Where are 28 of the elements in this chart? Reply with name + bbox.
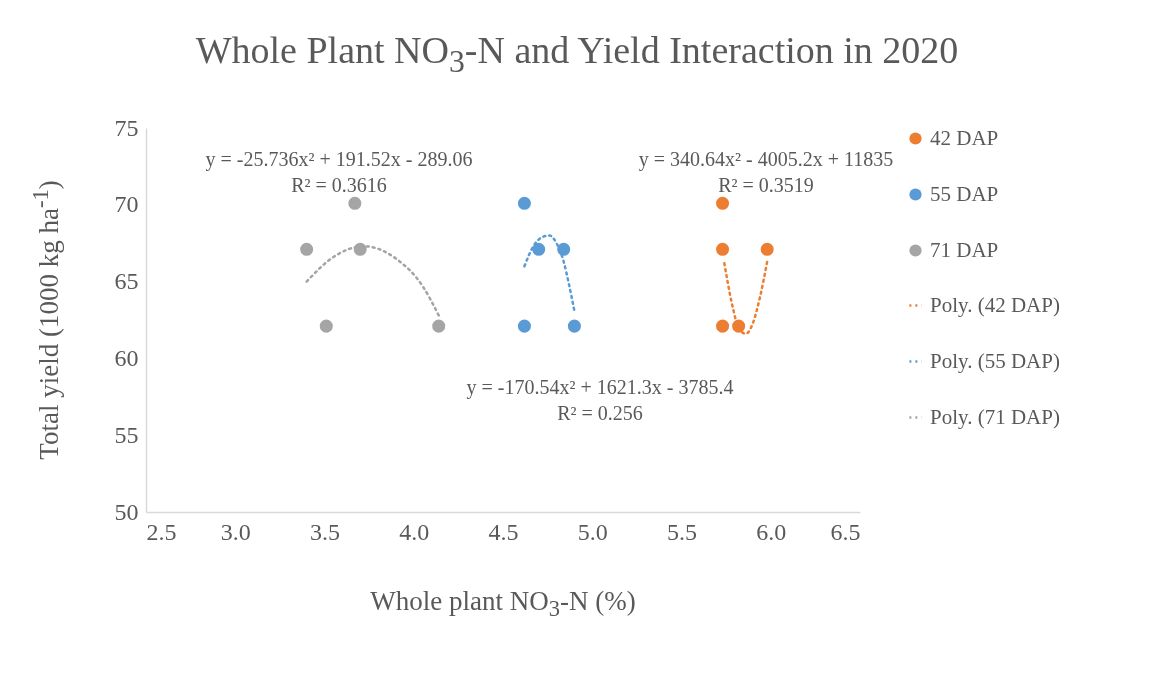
y-tick-label: 55 [114, 421, 139, 448]
x-tick-label: 3.0 [220, 518, 251, 545]
legend-label: 42 DAP [930, 125, 999, 150]
y-tick-label: 70 [114, 191, 139, 218]
annotation: y = 340.64x² - 4005.2x + 11835 R² = 0.3519 [638, 148, 894, 196]
legend-label: Poly. (55 DAP) [930, 348, 1060, 373]
line-series [723, 260, 769, 336]
legend-label: 55 DAP [930, 181, 999, 206]
legend-label: 71 DAP [930, 237, 999, 262]
chart-title: Whole Plant NO$_{3}$-N and Yield Interaction in 2020 [194, 28, 960, 80]
y-tick-label: 50 [114, 498, 139, 525]
legend-label: Poly. (42 DAP) [930, 292, 1060, 317]
x-tick-label: 4.5 [488, 518, 519, 545]
x-tick-label: 4.0 [399, 518, 430, 545]
legend-label: Poly. (71 DAP) [930, 404, 1060, 429]
x-tick-label: 6.0 [756, 518, 787, 545]
x-tick-label: 5.0 [577, 518, 608, 545]
y-tick-label: 65 [114, 268, 139, 295]
line-series [523, 234, 576, 313]
annotation: y = -25.736x² + 191.52x - 289.06 R² = 0.3616 [205, 148, 473, 196]
x-axis-title: Whole plant NO$_{3}$-N (%) [369, 586, 637, 623]
x-tick-label: 6.5 [830, 518, 861, 545]
y-tick-label: 60 [114, 344, 139, 371]
y-tick-label: 75 [114, 114, 139, 141]
annotation: y = -170.54x² + 1621.3x - 3785.4 R² = 0.256 [466, 376, 734, 424]
x-tick-label: 5.5 [667, 518, 697, 545]
x-tick-label: 2.5 [146, 518, 177, 545]
x-tick-label: 3.5 [310, 518, 340, 545]
